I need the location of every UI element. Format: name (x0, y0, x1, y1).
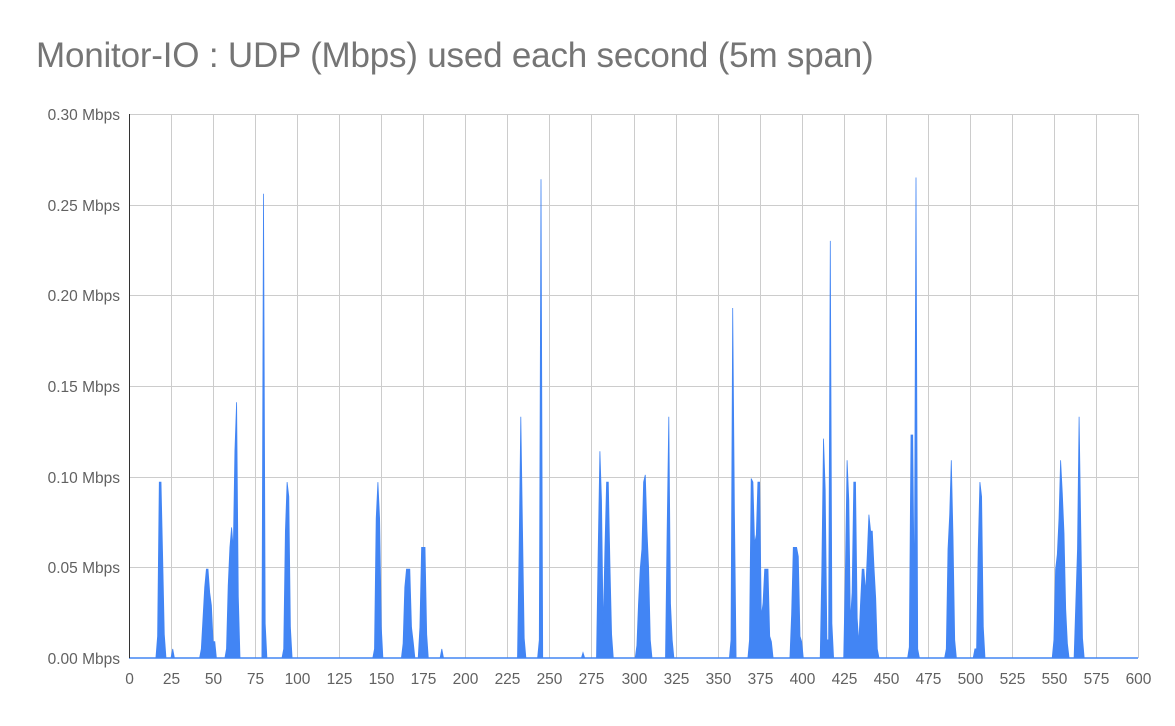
y-tick-label: 0.25 Mbps (48, 198, 121, 215)
y-tick-label: 0.15 Mbps (48, 379, 121, 396)
y-tick-label: 0.05 Mbps (48, 560, 121, 577)
y-tick-label: 0.10 Mbps (48, 470, 121, 487)
gridlines (129, 114, 1139, 658)
x-tick-label: 175 (411, 671, 437, 688)
x-tick-label: 225 (495, 671, 521, 688)
x-tick-label: 375 (748, 671, 774, 688)
x-tick-label: 25 (163, 671, 180, 688)
x-tick-label: 475 (916, 671, 942, 688)
x-tick-label: 600 (1126, 671, 1152, 688)
x-tick-label: 50 (205, 671, 223, 688)
udp-series-area (129, 177, 1138, 659)
x-tick-label: 125 (327, 671, 353, 688)
x-tick-label: 250 (537, 671, 563, 688)
x-tick-label: 275 (579, 671, 605, 688)
x-tick-label: 150 (369, 671, 395, 688)
x-tick-label: 0 (125, 671, 134, 688)
y-axis: 0.00 Mbps 0.05 Mbps 0.10 Mbps 0.15 Mbps 0.20… (48, 107, 121, 668)
x-tick-label: 75 (247, 671, 264, 688)
x-axis: 0 25 50 75 100 125 150 175 200 225 250 275 300 325 350… (125, 671, 1152, 688)
x-tick-label: 500 (958, 671, 984, 688)
y-tick-label: 0.20 Mbps (48, 288, 121, 305)
y-tick-label: 0.00 Mbps (48, 651, 121, 668)
x-tick-label: 100 (285, 671, 311, 688)
x-tick-label: 550 (1042, 671, 1068, 688)
x-tick-label: 450 (874, 671, 900, 688)
x-tick-label: 200 (453, 671, 479, 688)
y-tick-label: 0.30 Mbps (48, 107, 121, 124)
x-tick-label: 425 (832, 671, 858, 688)
x-tick-label: 575 (1084, 671, 1110, 688)
x-tick-label: 325 (664, 671, 690, 688)
x-tick-label: 525 (1000, 671, 1026, 688)
x-tick-label: 350 (706, 671, 732, 688)
x-tick-label: 300 (622, 671, 648, 688)
chart-title: Monitor-IO : UDP (Mbps) used each second… (36, 36, 874, 75)
x-tick-label: 400 (790, 671, 816, 688)
